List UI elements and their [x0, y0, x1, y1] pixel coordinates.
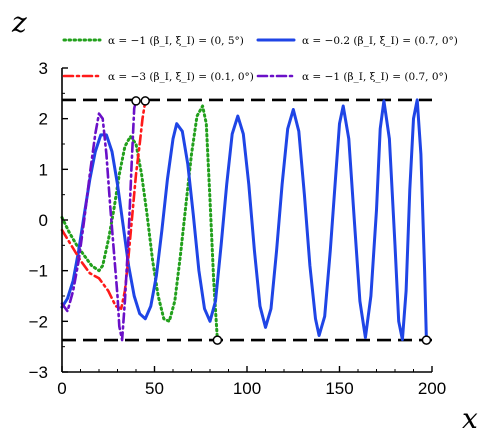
y-tick-label: 0 [39, 211, 48, 230]
legend-label-4: α = −1 (β_I, ξ_I) = (0.7, 0°) [302, 71, 448, 83]
series-line-2 [60, 98, 428, 342]
series-lines [60, 98, 428, 342]
series-line-4 [60, 99, 138, 342]
y-tick-label: −2 [29, 312, 48, 331]
legend-label-1: α = −1 (β_I, ξ_I) = (0, 5°) [108, 35, 244, 47]
x-tick-label: 50 [145, 379, 164, 398]
legend-label-2: α = −0.2 (β_I, ξ_I) = (0.7, 0°) [302, 35, 458, 47]
legend-label-3: α = −3 (β_I, ξ_I) = (0.1, 0°) [108, 71, 254, 83]
series-line-1 [60, 104, 219, 342]
end-marker-2 [421, 335, 432, 345]
y-tick-label: 1 [39, 160, 48, 179]
y-tick-label: −3 [29, 363, 48, 382]
x-tick-label: 100 [233, 379, 261, 398]
end-markers [131, 96, 432, 345]
end-marker-1 [212, 335, 223, 345]
x-tick-label: 150 [325, 379, 353, 398]
tick-labels: 0 50 100 150 200 −3 −2 −1 0 1 2 3 [29, 59, 447, 398]
y-axis-title: z [11, 6, 27, 39]
y-tick-label: −1 [29, 262, 48, 281]
axes [61, 67, 433, 373]
x-tick-label: 200 [418, 379, 446, 398]
end-marker-4 [131, 96, 141, 106]
x-axis-title: x [462, 402, 478, 435]
y-tick-label: 3 [39, 59, 48, 78]
legend: α = −1 (β_I, ξ_I) = (0, 5°) α = −0.2 (β_I… [62, 35, 458, 83]
y-tick-label: 2 [39, 110, 48, 129]
x-tick-label: 0 [57, 379, 66, 398]
end-marker-3 [140, 96, 150, 106]
series-line-3 [60, 99, 147, 310]
